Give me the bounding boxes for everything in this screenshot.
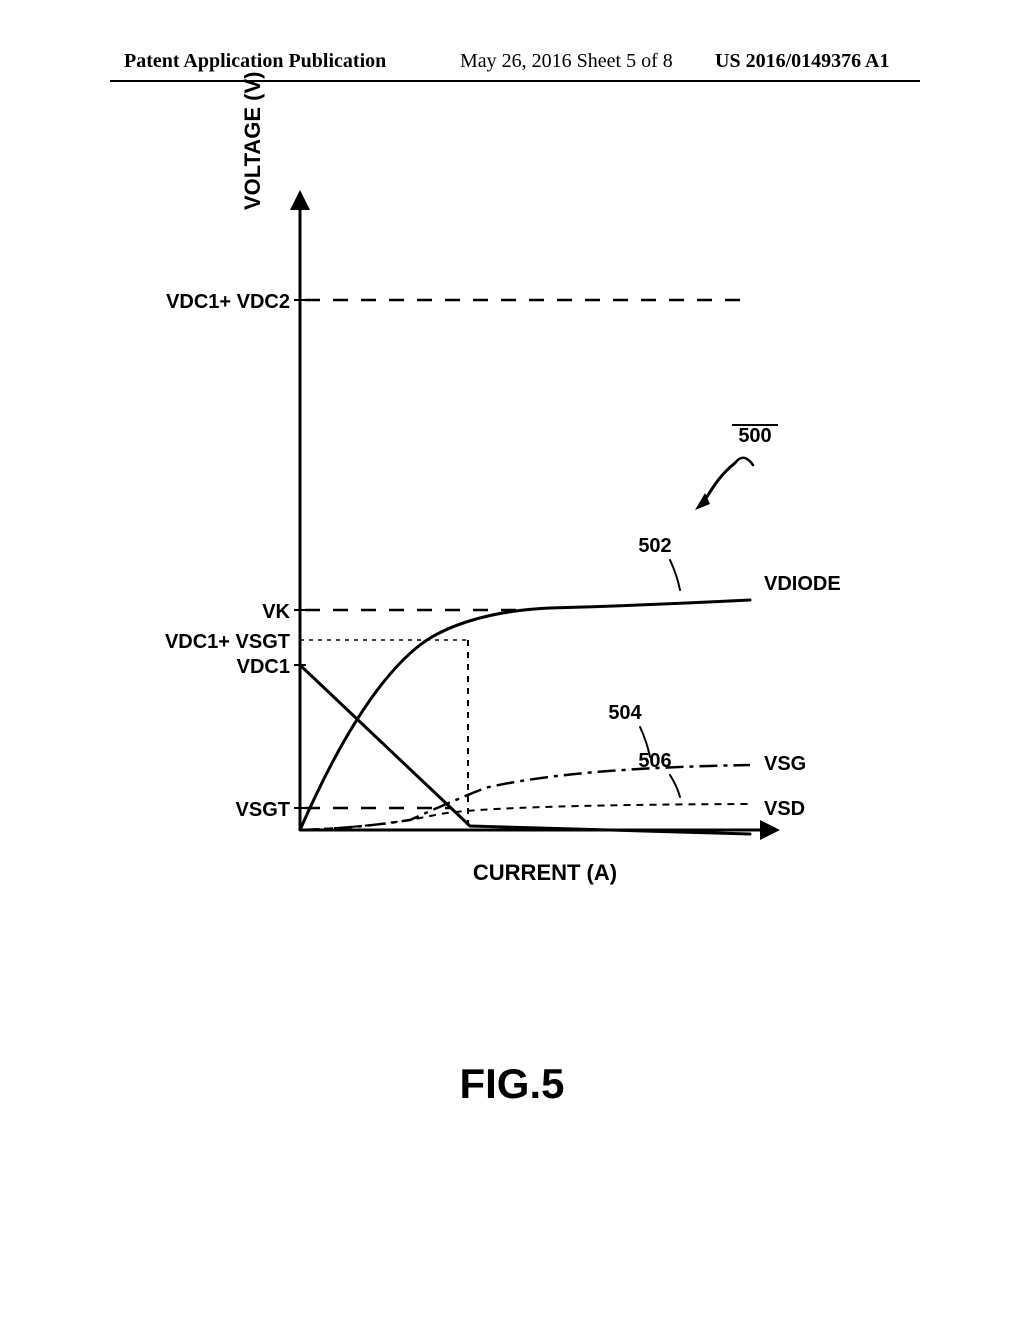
voltage-current-chart: VOLTAGE (V) CURRENT (A) VDC1+ VDC2 VK VD… bbox=[150, 190, 850, 990]
fig-500-pointer bbox=[695, 458, 753, 510]
svg-text:VDC1: VDC1 bbox=[237, 656, 290, 678]
y-axis-label: VOLTAGE (V) bbox=[240, 71, 265, 210]
ref-502: 502 bbox=[638, 535, 671, 557]
label-vsg: VSG bbox=[764, 753, 806, 775]
curve-vsg bbox=[300, 765, 750, 830]
label-vdiode: VDIODE bbox=[764, 573, 841, 595]
ytick-vdc1vdc2: VDC1+ VDC2 bbox=[166, 291, 750, 313]
leader-506 bbox=[670, 775, 680, 797]
header-center: May 26, 2016 Sheet 5 of 8 bbox=[460, 50, 673, 73]
svg-text:VSGT: VSGT bbox=[236, 799, 290, 821]
page-header: Patent Application Publication May 26, 2… bbox=[0, 50, 1024, 90]
header-left: Patent Application Publication bbox=[124, 50, 386, 73]
svg-text:VDC1+ VSGT: VDC1+ VSGT bbox=[165, 631, 290, 653]
curve-vdiode bbox=[300, 600, 750, 830]
leader-502 bbox=[670, 560, 680, 590]
svg-text:VK: VK bbox=[262, 601, 290, 623]
figure-caption: FIG.5 bbox=[0, 1060, 1024, 1108]
label-vsd: VSD bbox=[764, 798, 805, 820]
ref-506: 506 bbox=[638, 750, 671, 772]
header-rule bbox=[110, 80, 920, 82]
ref-500: 500 bbox=[738, 425, 771, 447]
ytick-vk: VK bbox=[262, 601, 530, 623]
ref-504: 504 bbox=[608, 702, 642, 724]
header-right: US 2016/0149376 A1 bbox=[715, 50, 889, 73]
svg-text:VDC1+ VDC2: VDC1+ VDC2 bbox=[166, 291, 290, 313]
x-axis-label: CURRENT (A) bbox=[473, 860, 617, 885]
ytick-vdc1: VDC1 bbox=[237, 656, 306, 678]
